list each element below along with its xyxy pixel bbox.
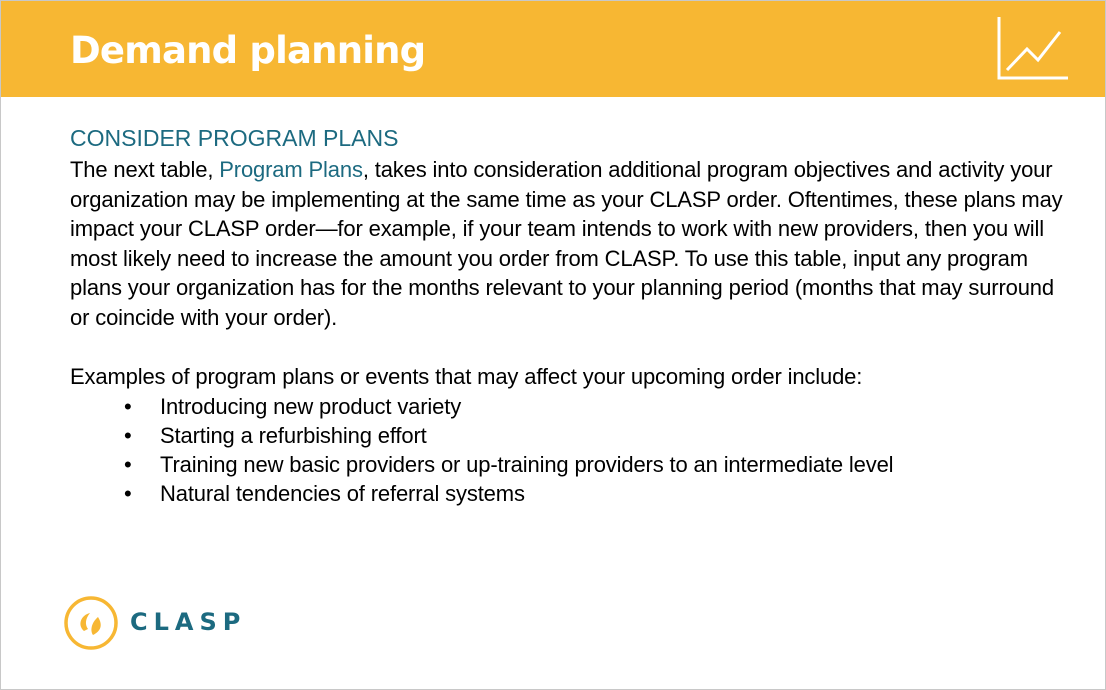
paragraph-text-after: , takes into consideration additional pr… — [70, 157, 1063, 330]
examples-intro: Examples of program plans or events that… — [70, 364, 863, 389]
section-heading: CONSIDER PROGRAM PLANS — [70, 125, 399, 151]
list-item-text: Introducing new product variety — [160, 393, 462, 419]
line-chart-icon — [997, 17, 1068, 80]
bullet-icon: • — [124, 422, 132, 448]
header-bar: Demand planning — [1, 1, 1105, 97]
content-area: CONSIDER PROGRAM PLANS The next table, P… — [70, 121, 1070, 508]
bullet-icon: • — [124, 393, 132, 419]
slide-title: Demand planning — [70, 29, 426, 72]
bullet-icon: • — [124, 480, 132, 506]
list-item: • Starting a refurbishing effort — [124, 421, 1070, 450]
list-item: • Introducing new product variety — [124, 392, 1070, 421]
list-item-text: Training new basic providers or up-train… — [160, 451, 894, 477]
list-item: • Training new basic providers or up-trai… — [124, 450, 1070, 479]
bullet-icon: • — [124, 451, 132, 477]
body-paragraph: The next table, Program Plans, takes int… — [70, 155, 1070, 332]
list-item-text: Natural tendencies of referral systems — [160, 480, 525, 506]
clasp-logo: CLASP — [63, 595, 263, 651]
logo-text: CLASP — [130, 608, 247, 636]
examples-list: • Introducing new product variety • Starti… — [70, 392, 1070, 508]
paragraph-text-before: The next table, — [70, 157, 220, 182]
clasp-logo-icon — [64, 596, 118, 650]
program-plans-link[interactable]: Program Plans — [219, 157, 363, 182]
list-item-text: Starting a refurbishing effort — [160, 422, 427, 448]
list-item: • Natural tendencies of referral systems — [124, 479, 1070, 508]
